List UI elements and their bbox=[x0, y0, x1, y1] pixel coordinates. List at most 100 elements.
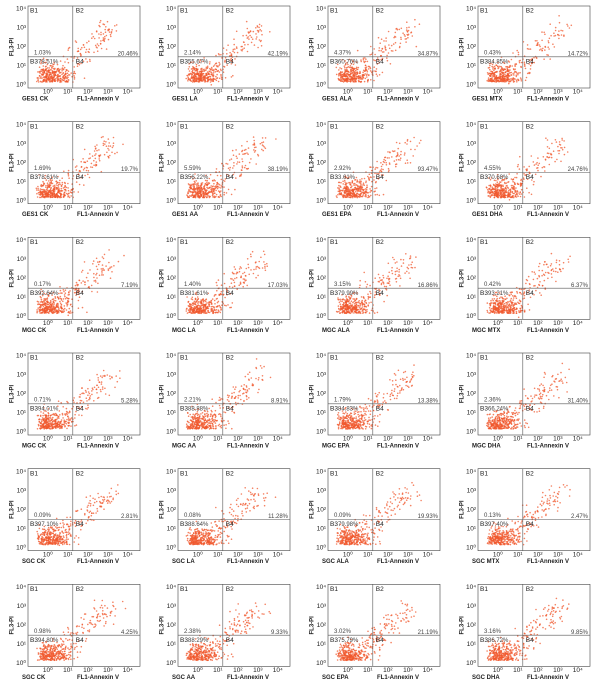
dot bbox=[365, 66, 368, 68]
dot bbox=[64, 77, 67, 79]
y-tick-label: 10⁰ bbox=[166, 312, 176, 320]
dot bbox=[511, 196, 513, 199]
dot bbox=[517, 183, 519, 185]
dot bbox=[356, 195, 359, 197]
dot bbox=[526, 44, 529, 46]
x-tick-label: 10³ bbox=[403, 89, 413, 96]
x-tick-label: 10¹ bbox=[363, 204, 373, 211]
dot bbox=[343, 190, 346, 193]
quadrant-label: B1 bbox=[480, 123, 488, 130]
dot bbox=[260, 256, 262, 259]
dot bbox=[392, 50, 394, 52]
dot bbox=[69, 310, 72, 312]
dot bbox=[49, 65, 51, 67]
dot bbox=[208, 305, 210, 308]
dot bbox=[555, 141, 558, 143]
dot bbox=[41, 73, 43, 75]
dot bbox=[243, 166, 246, 169]
dot bbox=[359, 185, 362, 187]
dot bbox=[561, 30, 564, 32]
dot bbox=[96, 291, 99, 293]
y-tick-label: 10⁴ bbox=[16, 121, 26, 128]
dot bbox=[552, 150, 555, 152]
dot bbox=[540, 48, 542, 50]
dot bbox=[392, 256, 394, 259]
dot bbox=[395, 281, 398, 283]
quadrant-label: B4 bbox=[226, 59, 234, 66]
dot bbox=[394, 270, 397, 273]
dot bbox=[345, 308, 348, 311]
dot bbox=[77, 307, 80, 310]
dot bbox=[188, 303, 191, 305]
dot bbox=[361, 306, 364, 308]
dot bbox=[517, 79, 520, 82]
x-tick-label: 10⁴ bbox=[423, 320, 433, 327]
dot bbox=[61, 177, 63, 179]
dot bbox=[64, 182, 66, 185]
dot bbox=[406, 27, 408, 29]
dot bbox=[220, 78, 223, 80]
dot bbox=[206, 307, 208, 310]
y-tick-label: 10⁰ bbox=[166, 196, 176, 204]
percent-lower-right: 42.19% bbox=[268, 51, 289, 57]
dot bbox=[105, 34, 108, 37]
dot bbox=[40, 81, 43, 83]
dot bbox=[243, 278, 246, 281]
dot bbox=[406, 270, 408, 273]
dot bbox=[223, 282, 226, 285]
y-tick-label: 10⁰ bbox=[316, 81, 326, 89]
dot bbox=[361, 299, 364, 302]
dot bbox=[381, 71, 384, 74]
dot bbox=[61, 78, 63, 81]
dot bbox=[510, 184, 513, 187]
dot bbox=[106, 151, 108, 154]
dot bbox=[543, 166, 546, 168]
dot bbox=[95, 165, 97, 167]
dot bbox=[67, 195, 70, 197]
dot bbox=[232, 50, 234, 52]
dot bbox=[201, 183, 203, 186]
percent-upper-left: 1.03% bbox=[34, 50, 52, 56]
dot bbox=[553, 35, 555, 37]
dot bbox=[84, 281, 86, 284]
dot bbox=[387, 167, 390, 170]
dot bbox=[48, 305, 50, 308]
dot bbox=[403, 33, 406, 36]
dot bbox=[63, 290, 65, 293]
dot bbox=[187, 76, 189, 79]
dot bbox=[338, 301, 341, 304]
dot bbox=[48, 78, 50, 80]
dot bbox=[36, 310, 38, 313]
x-tick-label: 10¹ bbox=[63, 320, 73, 327]
dot bbox=[218, 293, 220, 296]
dot bbox=[518, 302, 521, 305]
dot bbox=[566, 151, 569, 153]
dot bbox=[394, 150, 396, 152]
dot bbox=[242, 285, 244, 288]
percent-lower-right: 38.19% bbox=[268, 167, 289, 173]
percent-upper-left: 3.15% bbox=[334, 282, 352, 288]
dot bbox=[349, 302, 352, 305]
dot bbox=[233, 281, 236, 284]
dot bbox=[43, 301, 46, 303]
dot bbox=[94, 279, 97, 282]
y-tick-label: 10³ bbox=[167, 140, 177, 147]
dot bbox=[526, 72, 529, 75]
dot bbox=[198, 70, 201, 73]
dot bbox=[255, 261, 257, 263]
dot bbox=[89, 269, 91, 271]
dot bbox=[361, 178, 363, 180]
dot bbox=[37, 187, 39, 190]
dot bbox=[60, 304, 62, 306]
dot bbox=[73, 78, 76, 80]
dot bbox=[41, 193, 44, 195]
dot bbox=[200, 309, 202, 311]
dot bbox=[495, 77, 498, 79]
dot bbox=[185, 77, 187, 80]
dot bbox=[193, 196, 195, 198]
x-tick-label: 10¹ bbox=[513, 204, 523, 211]
dot bbox=[199, 73, 202, 76]
dot bbox=[188, 70, 191, 72]
dot bbox=[238, 161, 241, 163]
dot bbox=[400, 27, 403, 30]
